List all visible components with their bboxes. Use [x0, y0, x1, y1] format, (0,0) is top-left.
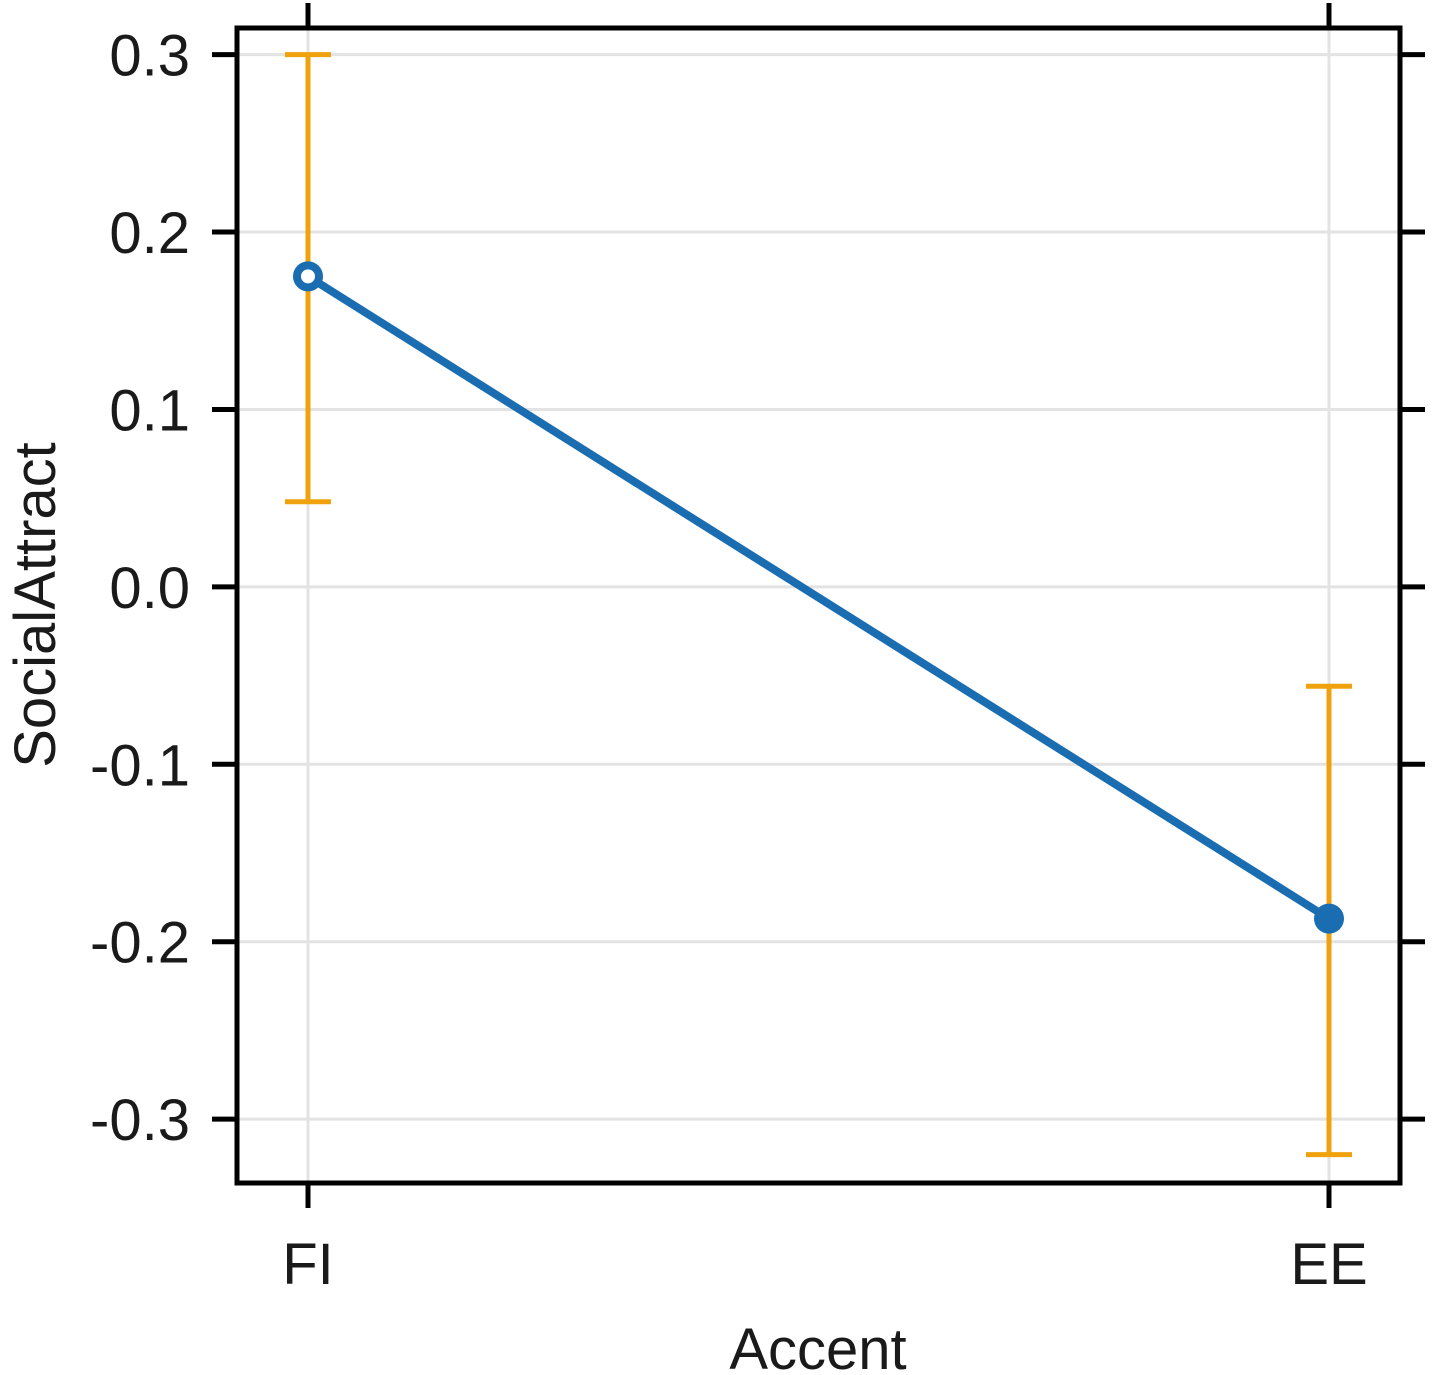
x-tick-label: FI — [282, 1232, 334, 1297]
data-point-ee — [1314, 903, 1344, 934]
gridlines — [237, 28, 1400, 1183]
data-point-fi — [293, 261, 323, 292]
y-tick-label: 0.3 — [109, 24, 190, 89]
axis-ticks — [212, 3, 1425, 1208]
series — [305, 273, 1332, 923]
y-axis-title: SocialAttract — [3, 442, 68, 768]
x-tick-label: EE — [1290, 1232, 1367, 1297]
tick-labels: 0.3 0.2 0.1 0.0 -0.1 -0.2 -0.3 FI EE — [90, 24, 1368, 1297]
y-tick-label: 0.0 — [109, 556, 190, 621]
error-bars — [285, 52, 1352, 1158]
x-axis-title: Accent — [729, 1317, 906, 1375]
plot-border — [234, 25, 1403, 1186]
y-tick-label: -0.1 — [90, 733, 190, 798]
data-point-markers — [293, 261, 1344, 934]
y-tick-label: 0.1 — [109, 378, 190, 443]
series-line — [305, 273, 1332, 923]
y-tick-label: 0.2 — [109, 201, 190, 266]
y-tick-label: -0.3 — [90, 1088, 190, 1153]
y-tick-label: -0.2 — [90, 911, 190, 976]
